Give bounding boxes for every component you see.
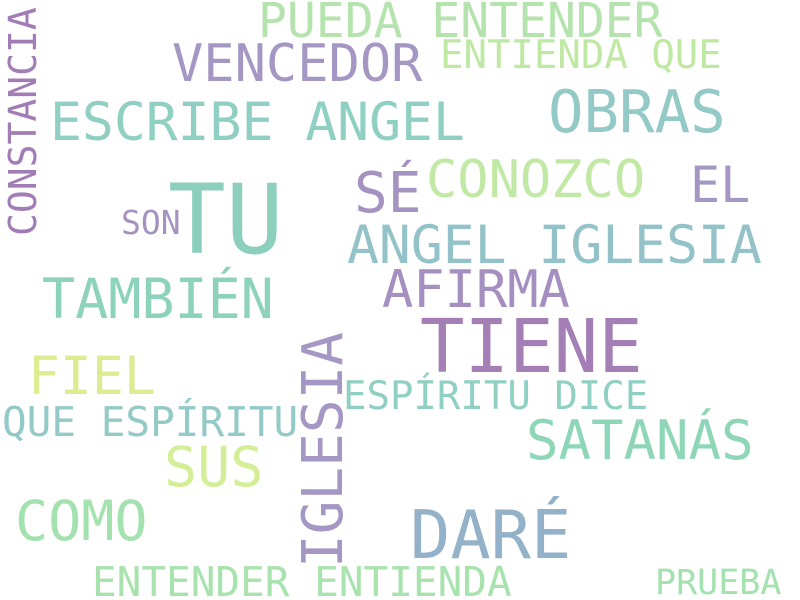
word-satanas: SATANÁS [526, 409, 754, 472]
word-como: COMO [15, 489, 148, 553]
word-vencedor: VENCEDOR [172, 34, 423, 94]
word-tiene: TIENE [420, 304, 643, 390]
word-angel-iglesia: ANGEL IGLESIA [347, 215, 762, 276]
word-que-espiritu: QUE ESPÍRITU [2, 398, 299, 446]
word-tu: TU [168, 164, 284, 276]
word-conozco: CONOZCO [426, 150, 646, 210]
word-escribe-angel: ESCRIBE ANGEL [50, 92, 465, 153]
word-el: EL [690, 156, 751, 214]
word-constancia: CONSTANCIA [1, 7, 45, 236]
word-iglesia: IGLESIA [291, 331, 356, 568]
word-se: SÉ [354, 161, 422, 226]
word-entienda-que: ENTIENDA QUE [440, 33, 722, 78]
word-pueda-entender: PUEDA ENTENDER [258, 0, 663, 49]
word-afirma: AFIRMA [382, 260, 570, 320]
word-entender-entienda: ENTENDER ENTIENDA [92, 558, 512, 600]
word-fiel: FIEL [28, 346, 156, 407]
word-son: SON [121, 203, 181, 242]
word-obras: OBRAS [548, 77, 726, 146]
word-prueba: PRUEBA [655, 563, 782, 600]
word-dare: DARÉ [410, 496, 572, 574]
word-sus: SUS [164, 435, 264, 499]
word-espiritu-dice: ESPÍRITU DICE [343, 374, 649, 419]
word-tambien: TAMBIÉN [42, 267, 274, 331]
